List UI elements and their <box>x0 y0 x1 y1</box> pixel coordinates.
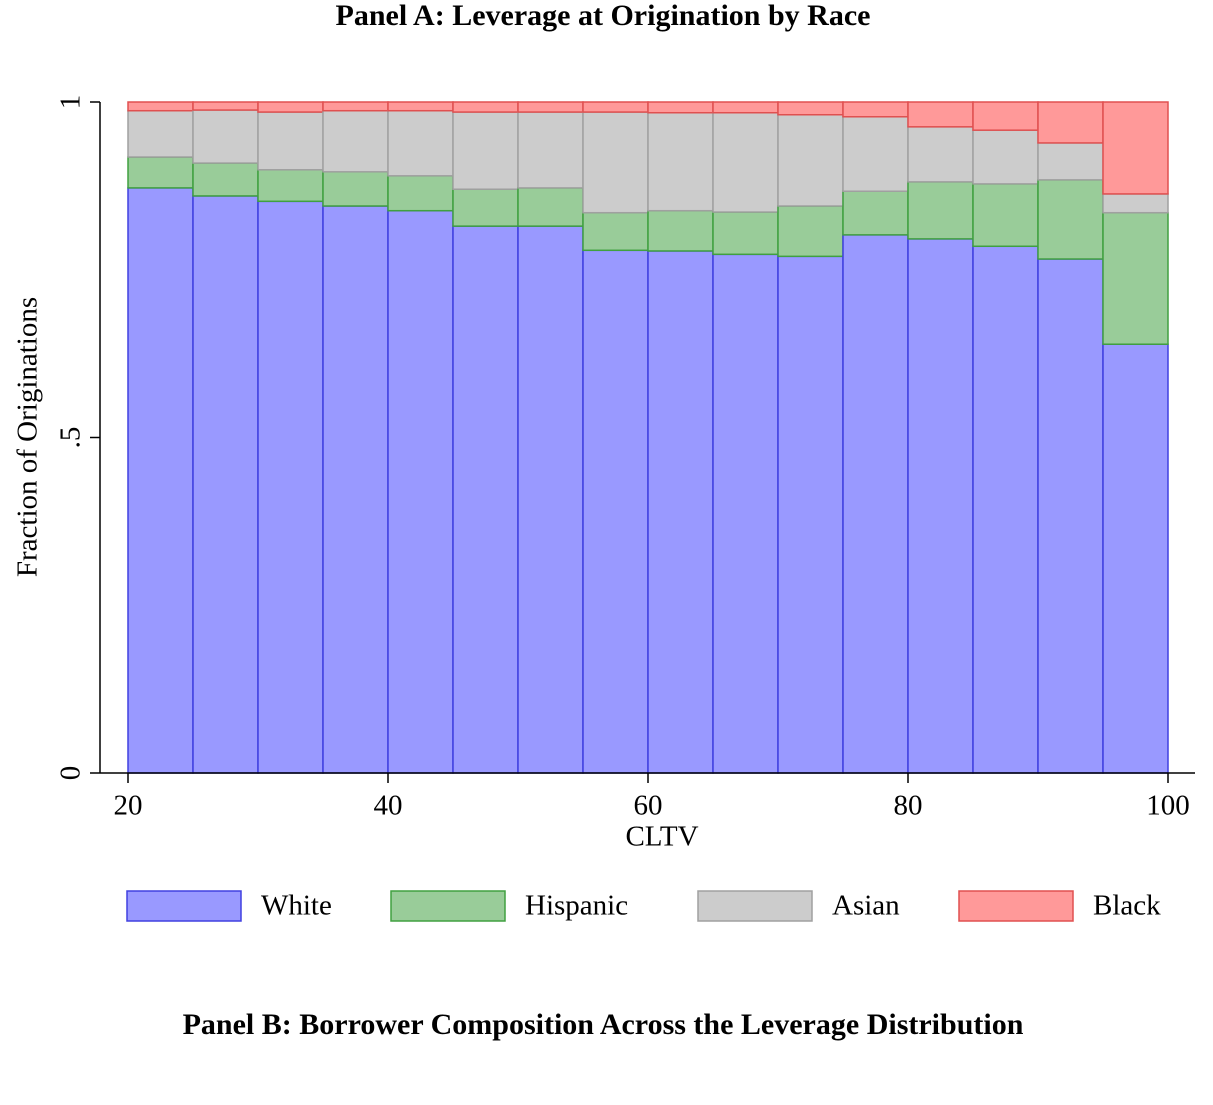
bar-segment <box>972 101 1039 131</box>
bar-segment <box>712 101 779 114</box>
chart-title: Panel A: Leverage at Origination by Race <box>336 0 871 32</box>
y-tick-label: 0 <box>55 766 87 781</box>
bar-segment <box>1037 258 1104 774</box>
bar-segment <box>452 111 519 190</box>
bar-segment <box>582 101 649 113</box>
bar-segment <box>517 187 584 227</box>
bar-segment <box>257 101 324 113</box>
bar-segment <box>1102 193 1169 214</box>
bar-segment <box>127 156 194 189</box>
bar-segment <box>127 101 194 112</box>
bar-segment <box>387 209 454 774</box>
x-tick-label: 80 <box>894 790 923 822</box>
panel-b-title: Panel B: Borrower Composition Across the… <box>183 1008 1024 1041</box>
bar-segment <box>972 183 1039 248</box>
bar-segment <box>322 205 389 774</box>
bar-segment <box>582 211 649 252</box>
bar-segment <box>387 101 454 112</box>
legend-label: White <box>261 890 332 922</box>
bar-segment <box>452 225 519 774</box>
x-tick-label: 20 <box>114 790 143 822</box>
bar-segment <box>257 169 324 203</box>
bar-segment <box>192 109 259 164</box>
bar-segment <box>1102 343 1169 774</box>
x-axis-label: CLTV <box>625 821 698 853</box>
bar-segment <box>972 245 1039 774</box>
legend-swatch <box>697 890 813 922</box>
bar-segment <box>517 111 584 189</box>
legend-label: Hispanic <box>525 890 628 922</box>
bar-segment <box>257 111 324 171</box>
bar-segment <box>127 109 194 158</box>
y-tick-label: 1 <box>55 95 87 110</box>
bar-segment <box>777 101 844 116</box>
bar-segment <box>322 109 389 173</box>
bar-segment <box>452 101 519 113</box>
bar-segment <box>842 101 909 118</box>
bar-segment <box>322 171 389 207</box>
bar-segment <box>842 116 909 192</box>
bar-segment <box>647 111 714 212</box>
bar-segment <box>907 101 974 128</box>
bar-segment <box>712 211 779 256</box>
x-tick-label: 100 <box>1146 790 1190 822</box>
bar-segment <box>387 175 454 212</box>
bar-segment <box>777 113 844 207</box>
bar-segment <box>777 255 844 774</box>
bar-segment <box>907 126 974 183</box>
bar-segment <box>192 162 259 197</box>
y-axis-label: Fraction of Originations <box>12 297 44 577</box>
bar-segment <box>517 225 584 774</box>
bar-segment <box>517 101 584 113</box>
bar-segment <box>192 195 259 774</box>
bar-segment <box>842 234 909 774</box>
bar-segment <box>192 101 259 111</box>
bar-segment <box>712 111 779 213</box>
bar-segment <box>257 200 324 774</box>
bar-segment <box>1037 179 1104 260</box>
bar-segment <box>777 205 844 258</box>
bar-segment <box>647 250 714 774</box>
bar-segment <box>322 101 389 112</box>
legend-swatch <box>958 890 1074 922</box>
x-tick-label: 60 <box>634 790 663 822</box>
bar-segment <box>1037 101 1104 144</box>
bar-segment <box>842 190 909 236</box>
bar-segment <box>387 109 454 177</box>
legend-swatch <box>126 890 242 922</box>
bar-segment <box>1102 101 1169 195</box>
bar-segment <box>127 187 194 774</box>
bar-segment <box>1102 211 1169 345</box>
bar-segment <box>582 249 649 774</box>
bar-segment <box>647 209 714 252</box>
bar-segment <box>907 181 974 240</box>
bar-segment <box>452 188 519 227</box>
legend-label: Black <box>1093 890 1161 922</box>
bar-segment <box>907 238 974 774</box>
bar-segment <box>712 253 779 774</box>
bar-segment <box>1037 142 1104 181</box>
legend-swatch <box>390 890 506 922</box>
y-tick-label: .5 <box>55 427 87 449</box>
bar-segment <box>972 129 1039 185</box>
x-tick-label: 40 <box>374 790 403 822</box>
bar-segment <box>582 111 649 214</box>
bar-segment <box>647 101 714 114</box>
legend-label: Asian <box>832 890 900 922</box>
